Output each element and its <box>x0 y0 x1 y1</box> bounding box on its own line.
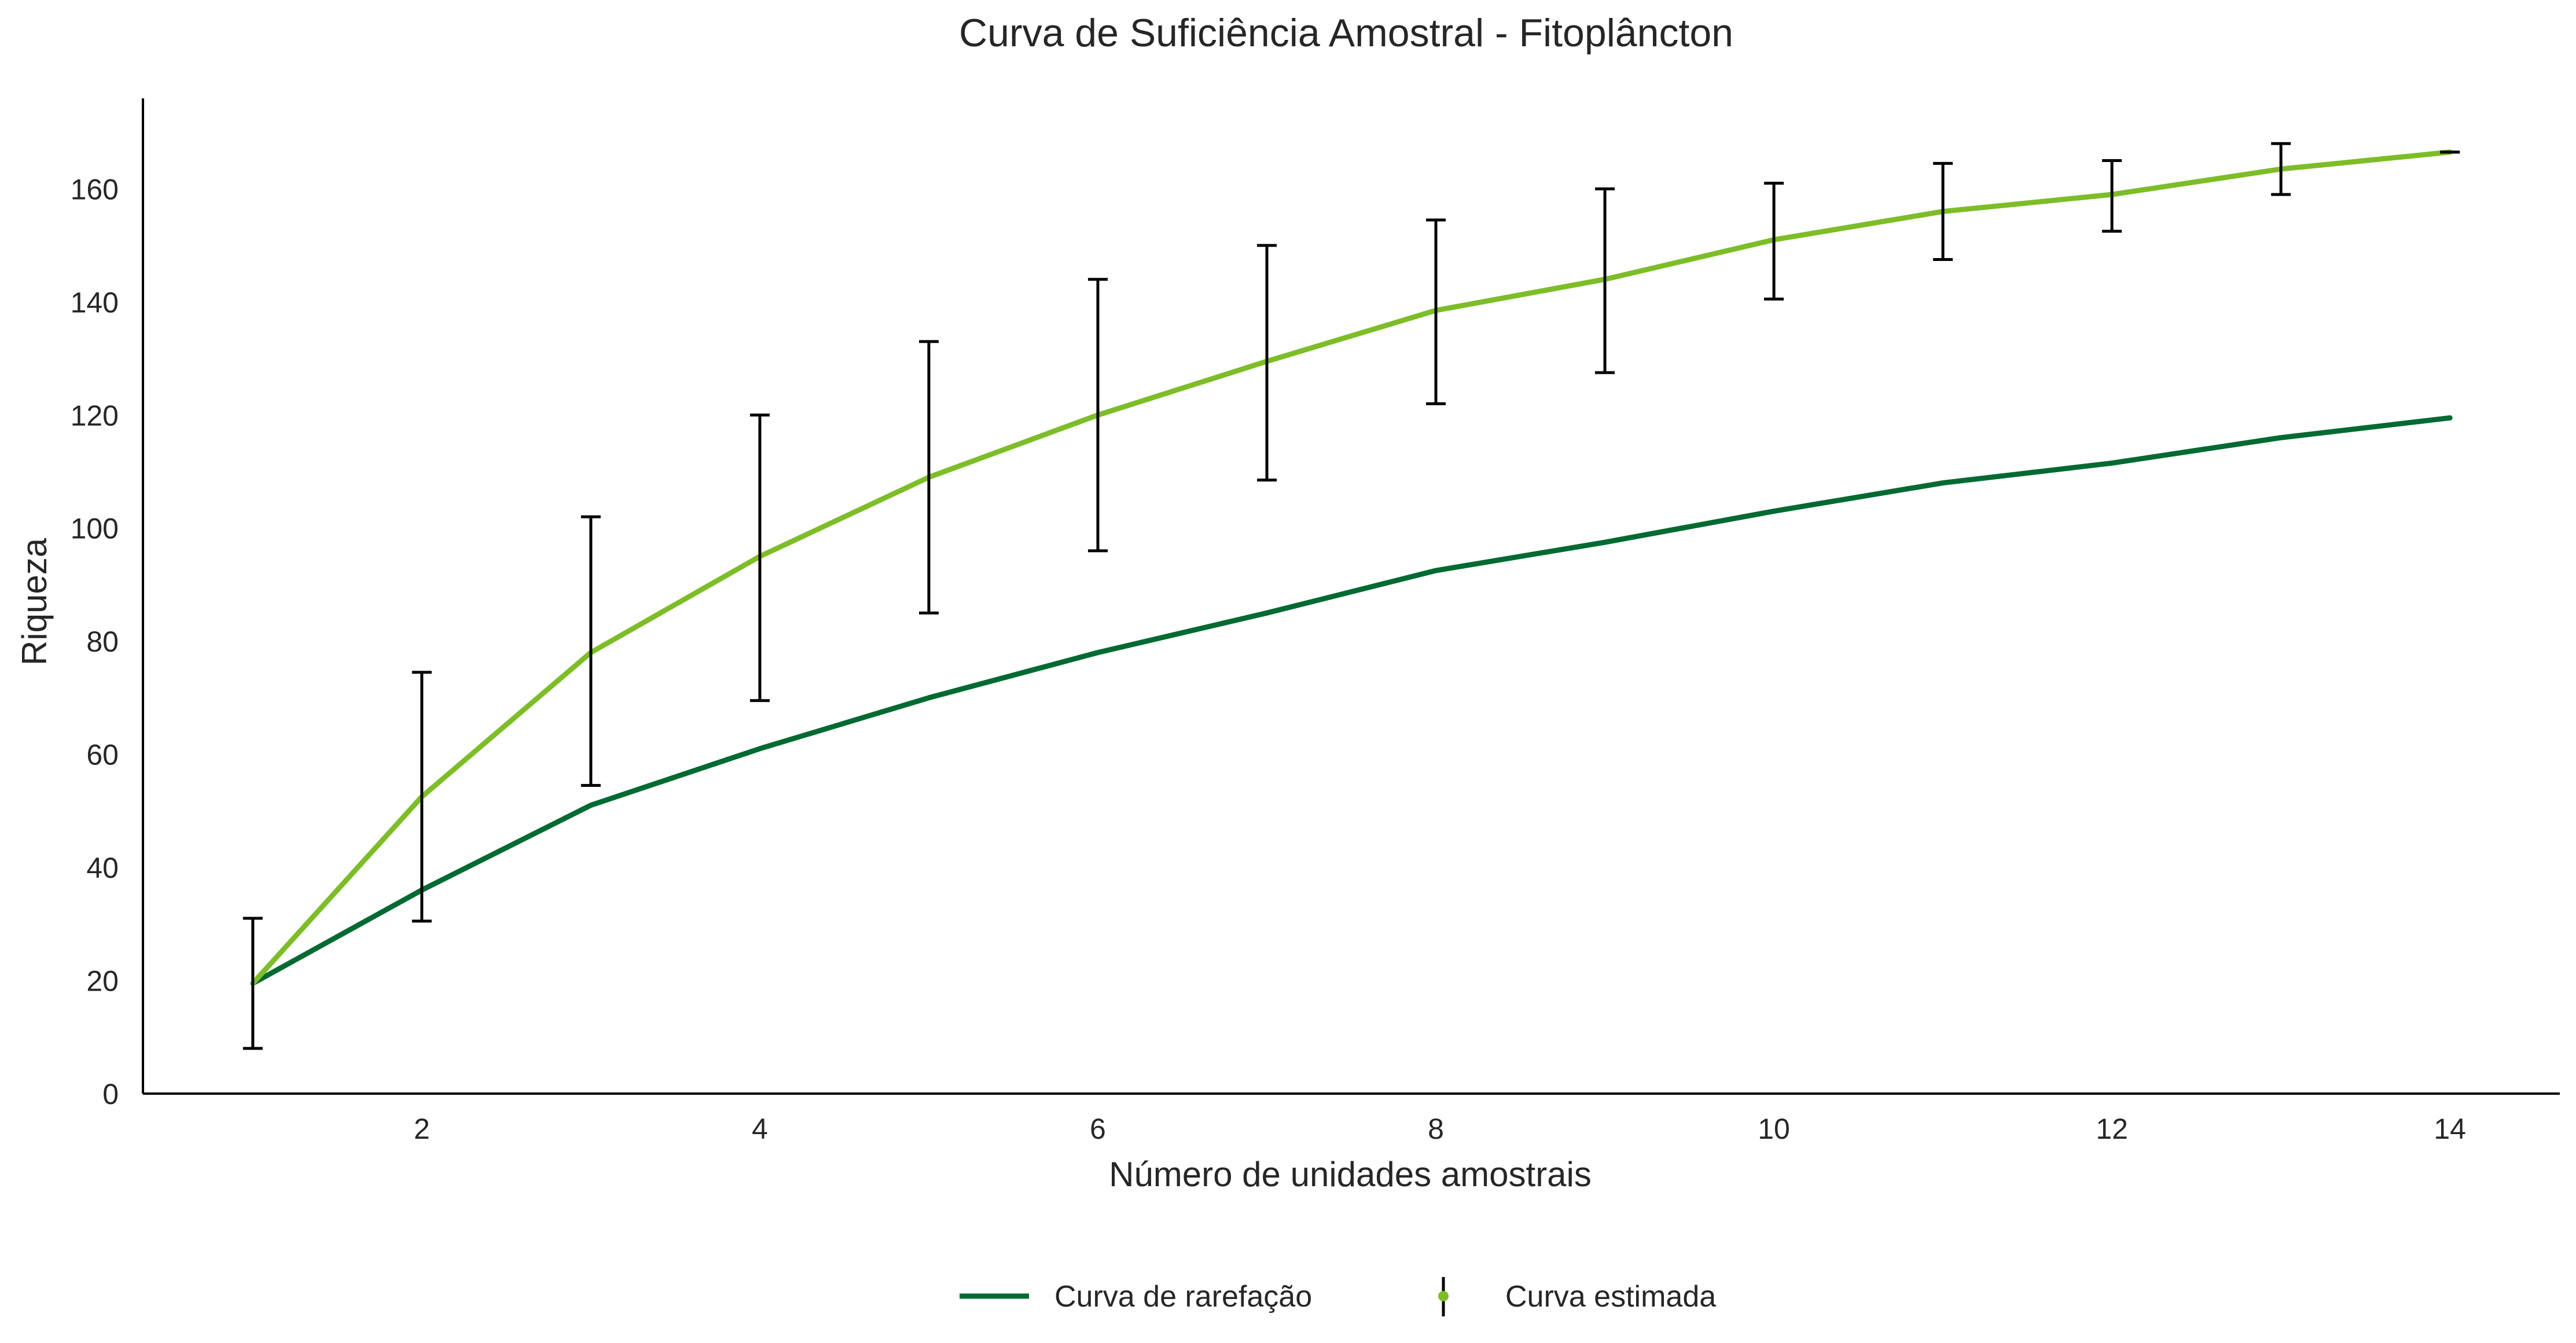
x-tick-label: 14 <box>2434 1113 2466 1145</box>
series-line-rarefacao <box>250 415 2453 986</box>
error-bar <box>749 413 770 702</box>
error-bar <box>2102 159 2122 233</box>
errorbar-layer <box>242 142 2460 1050</box>
y-axis-ticks: 0 20 40 60 80 100 120 140 160 <box>71 173 119 1110</box>
x-tick-label: 12 <box>2096 1113 2128 1145</box>
error-bar <box>242 917 263 1050</box>
error-bar <box>2271 142 2291 196</box>
y-tick-label: 100 <box>71 513 119 545</box>
y-tick-label: 80 <box>86 625 119 658</box>
error-bar <box>918 340 939 615</box>
legend-swatch-estimada-marker <box>1438 1291 1449 1301</box>
x-tick-label: 2 <box>414 1113 430 1145</box>
series-layer <box>250 149 2453 986</box>
y-tick-label: 40 <box>86 852 119 884</box>
y-tick-label: 60 <box>86 739 119 771</box>
error-bar <box>411 671 432 923</box>
x-tick-label: 4 <box>752 1113 768 1145</box>
error-bar <box>580 515 601 787</box>
y-axis-label: Riqueza <box>15 538 54 665</box>
y-tick-label: 120 <box>71 399 119 432</box>
error-bar <box>1933 161 1953 262</box>
error-bar <box>1764 182 1784 301</box>
x-tick-label: 10 <box>1758 1113 1790 1145</box>
error-bar <box>1426 218 1446 406</box>
y-tick-label: 140 <box>71 286 119 319</box>
y-tick-label: 160 <box>71 173 119 205</box>
x-tick-label: 8 <box>1428 1113 1444 1145</box>
legend-label-rarefacao: Curva de rarefação <box>1054 1280 1312 1313</box>
x-axis-ticks: 2 4 6 8 10 12 14 <box>414 1113 2466 1145</box>
series-line-estimada <box>250 149 2453 986</box>
x-tick-label: 6 <box>1090 1113 1106 1145</box>
error-bar <box>1595 187 1615 374</box>
y-tick-label: 0 <box>102 1078 119 1110</box>
legend-label-estimada: Curva estimada <box>1505 1280 1716 1313</box>
legend: Curva de rarefação Curva estimada <box>960 1277 1716 1316</box>
y-tick-label: 20 <box>86 965 119 998</box>
chart-title: Curva de Suficiência Amostral - Fitoplân… <box>959 11 1733 55</box>
error-bar <box>1087 278 1108 553</box>
x-axis-label: Número de unidades amostrais <box>1109 1155 1592 1194</box>
error-bar <box>1256 244 1277 482</box>
